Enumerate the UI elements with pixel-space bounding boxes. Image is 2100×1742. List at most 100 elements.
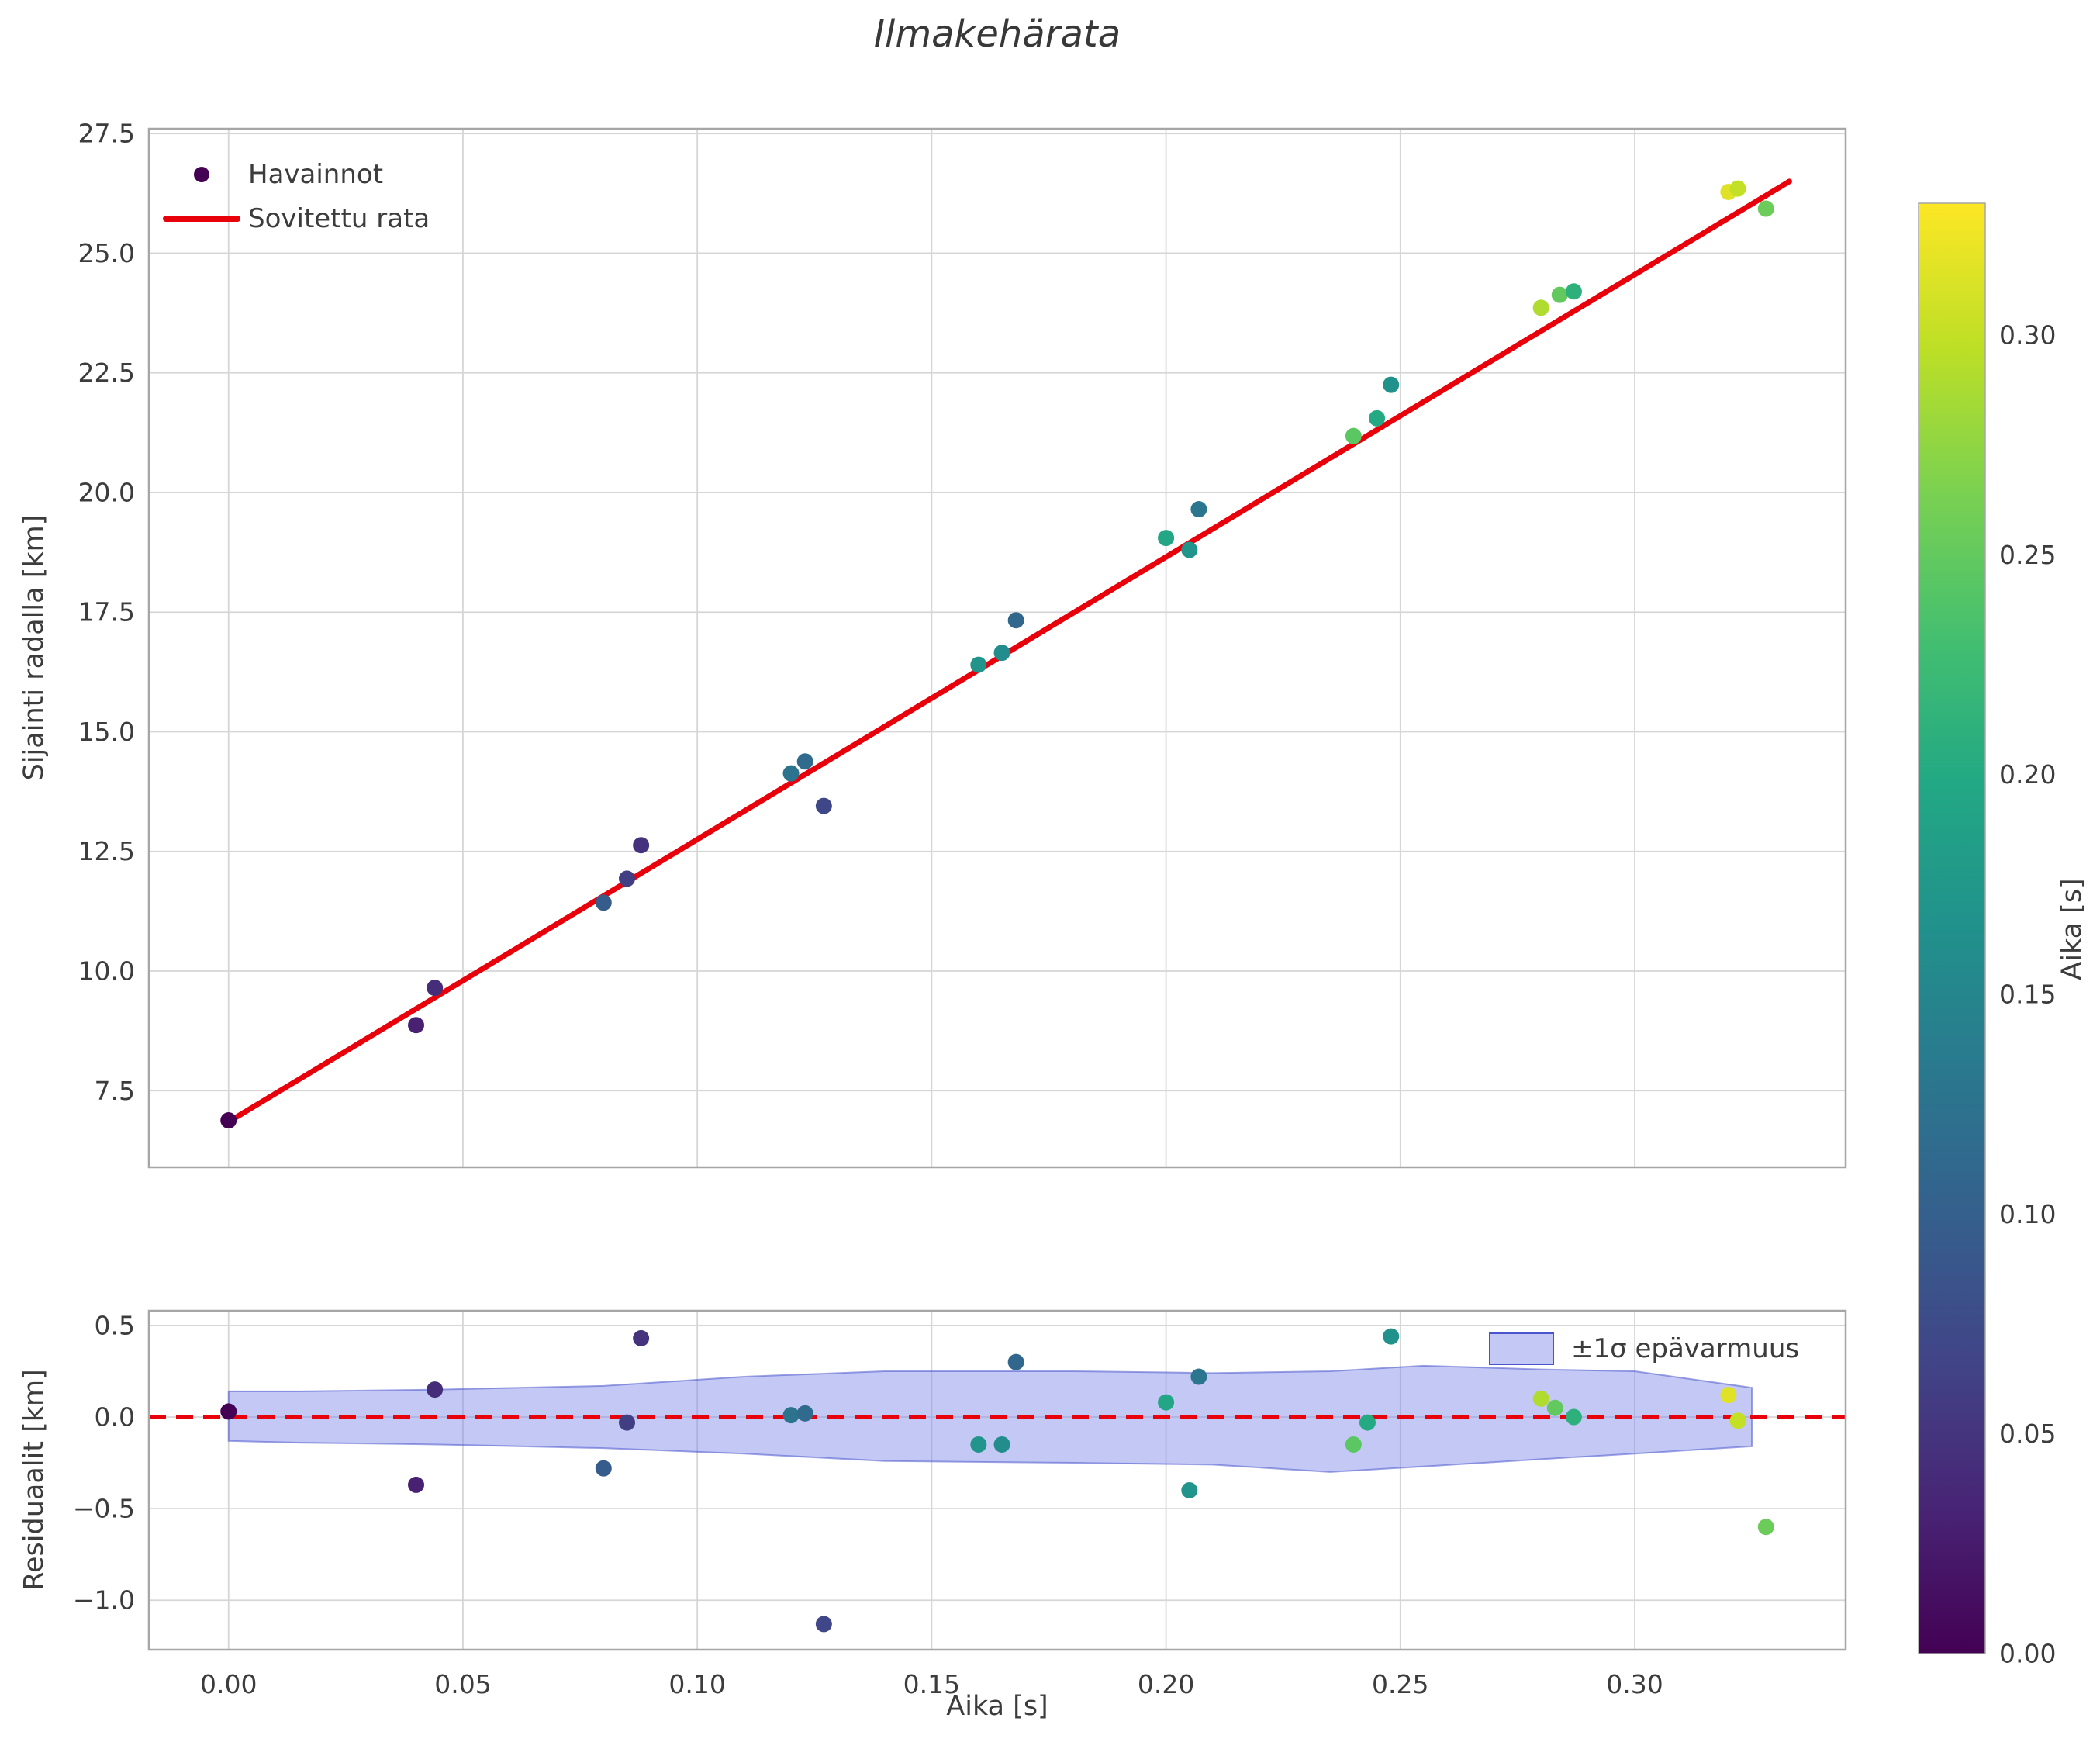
observation-point xyxy=(1359,1414,1376,1431)
tick-labels: 7.5 10.0 12.5 15.0 17.5 20.0 22.5 25.0 27.5 −1.0 −… xyxy=(73,119,1663,1699)
svg-text:0.15: 0.15 xyxy=(903,1669,960,1699)
uncertainty-band-icon xyxy=(1489,1332,1554,1365)
svg-text:7.5: 7.5 xyxy=(95,1076,135,1106)
grid-residuals xyxy=(149,1311,1846,1650)
svg-text:0.00: 0.00 xyxy=(1999,1639,2056,1669)
svg-text:17.5: 17.5 xyxy=(78,597,135,627)
svg-text:−0.5: −0.5 xyxy=(73,1494,135,1524)
observation-point xyxy=(633,837,650,854)
svg-text:0.30: 0.30 xyxy=(1606,1669,1663,1699)
observation-point xyxy=(1158,1394,1175,1411)
observation-point xyxy=(1345,427,1362,444)
observation-point xyxy=(1181,541,1198,558)
svg-text:0.25: 0.25 xyxy=(1999,540,2056,570)
observation-point xyxy=(408,1476,425,1493)
observation-point xyxy=(595,1460,612,1477)
observation-point xyxy=(1551,286,1568,303)
svg-text:0.15: 0.15 xyxy=(1999,980,2056,1010)
observation-point xyxy=(1720,1387,1737,1404)
legend-item-fit-line: Sovitettu rata xyxy=(155,196,430,240)
observation-point xyxy=(1729,180,1746,197)
observation-point xyxy=(1181,1481,1198,1498)
colorbar-tick-labels: 0.00 0.05 0.10 0.15 0.20 0.25 0.30 xyxy=(1999,320,2056,1669)
residual-axes-frame xyxy=(147,1309,1847,1651)
svg-text:0.0: 0.0 xyxy=(95,1402,135,1433)
observation-point xyxy=(619,870,636,887)
legend-label-fit-line: Sovitettu rata xyxy=(248,202,430,234)
svg-text:10.0: 10.0 xyxy=(78,956,135,987)
svg-text:0.25: 0.25 xyxy=(1372,1669,1428,1699)
observation-point xyxy=(427,1381,444,1398)
observation-point xyxy=(796,753,813,770)
svg-text:0.05: 0.05 xyxy=(434,1669,491,1699)
observation-point xyxy=(427,980,444,997)
y-axis-label-main: Sijainti radalla [km] xyxy=(19,514,50,781)
observation-point xyxy=(220,1112,237,1129)
observation-point xyxy=(633,1329,650,1346)
svg-text:27.5: 27.5 xyxy=(78,119,135,149)
observation-point xyxy=(1757,1519,1774,1536)
observation-point xyxy=(619,1414,636,1431)
fit-line-icon xyxy=(163,215,240,222)
svg-text:0.30: 0.30 xyxy=(1999,320,2056,351)
observation-point xyxy=(408,1017,425,1034)
observation-point xyxy=(1532,299,1549,316)
legend-glyph xyxy=(155,166,248,182)
legend-label-observations: Havainnot xyxy=(248,158,384,190)
main-axes-frame xyxy=(147,127,1847,1169)
observation-point xyxy=(1158,530,1175,547)
observation-point xyxy=(1007,612,1024,629)
svg-text:0.5: 0.5 xyxy=(95,1310,135,1340)
legend-label-uncertainty: ±1σ epävarmuus xyxy=(1571,1333,1800,1364)
observation-point xyxy=(1369,410,1386,427)
observation-point xyxy=(1383,376,1400,393)
observation-point xyxy=(993,1436,1010,1453)
observation-point xyxy=(970,1436,987,1453)
svg-text:0.10: 0.10 xyxy=(1999,1199,2056,1229)
observation-point xyxy=(815,1616,832,1633)
observation-point xyxy=(1757,200,1774,217)
observation-point xyxy=(1565,283,1582,300)
x-axis-label: Aika [s] xyxy=(946,1691,1048,1722)
observation-point xyxy=(1565,1408,1582,1426)
observation-point xyxy=(1546,1399,1563,1416)
observation-point xyxy=(595,894,612,911)
svg-text:0.10: 0.10 xyxy=(668,1669,725,1699)
colorbar-label: Aika [s] xyxy=(2057,878,2088,980)
observation-point xyxy=(1729,1412,1746,1429)
observation-point xyxy=(796,1405,813,1422)
svg-text:25.0: 25.0 xyxy=(78,238,135,268)
observation-point xyxy=(1345,1436,1362,1453)
observation-point xyxy=(1532,1390,1549,1407)
svg-text:20.0: 20.0 xyxy=(78,477,135,507)
y-axis-label-residuals: Residuaalit [km] xyxy=(19,1369,50,1591)
legend-main: Havainnot Sovitettu rata xyxy=(155,152,430,240)
uncertainty-band xyxy=(227,1364,1753,1473)
legend-glyph xyxy=(155,215,248,222)
svg-text:22.5: 22.5 xyxy=(78,358,135,388)
chart-title: Ilmakehärata xyxy=(873,12,1121,56)
observation-point xyxy=(1383,1328,1400,1345)
svg-text:0.05: 0.05 xyxy=(1999,1419,2056,1449)
legend-residuals: ±1σ epävarmuus xyxy=(1489,1332,1799,1365)
observations-residuals xyxy=(220,1328,1774,1633)
svg-text:15.0: 15.0 xyxy=(78,717,135,747)
scatter-marker-icon xyxy=(194,166,209,182)
observations-main xyxy=(220,180,1774,1129)
observation-point xyxy=(1190,501,1207,518)
grid-main xyxy=(149,129,1846,1167)
observation-point xyxy=(220,1403,237,1420)
colorbar xyxy=(1918,202,1986,1654)
svg-text:12.5: 12.5 xyxy=(78,836,135,866)
observation-point xyxy=(782,1407,800,1424)
observation-point xyxy=(970,656,987,673)
svg-text:−1.0: −1.0 xyxy=(73,1585,135,1616)
observation-point xyxy=(815,797,832,814)
observation-point xyxy=(782,765,800,782)
observation-point xyxy=(993,645,1010,662)
svg-text:0.00: 0.00 xyxy=(200,1669,257,1699)
observation-point xyxy=(1007,1353,1024,1370)
legend-item-observations: Havainnot xyxy=(155,152,430,196)
